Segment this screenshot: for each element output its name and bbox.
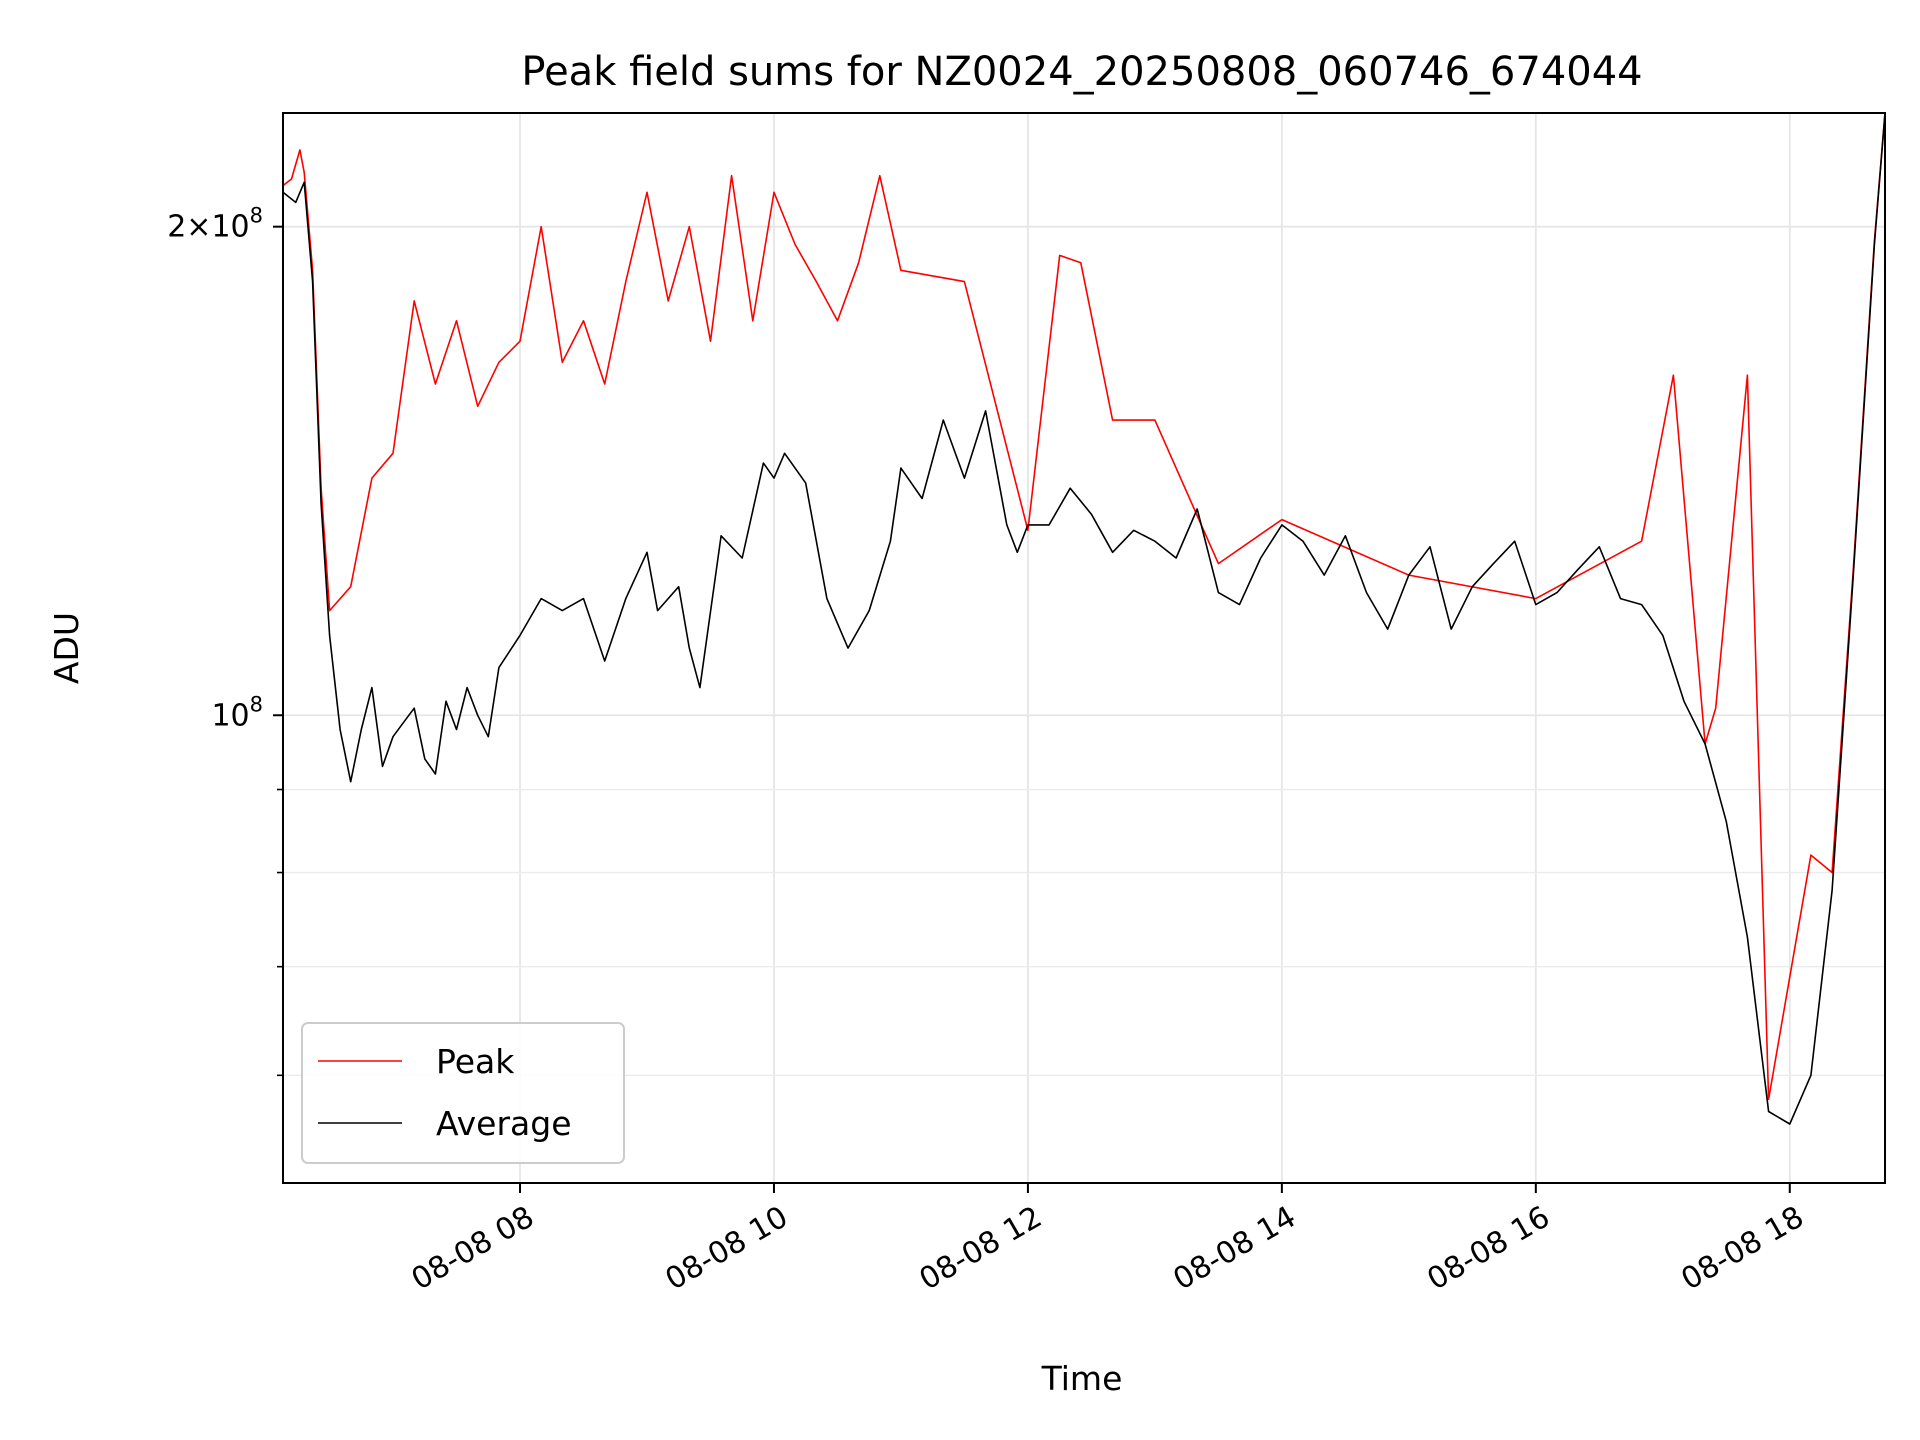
y-axis-ticks: 108 2×108 xyxy=(167,204,283,1077)
series-line-average xyxy=(282,112,1886,1125)
legend-label-average: Average xyxy=(436,1104,572,1143)
legend-label-peak: Peak xyxy=(436,1042,515,1081)
y-tick-label: 108 xyxy=(211,692,263,733)
x-axis-label: Time xyxy=(1041,1359,1123,1398)
grid-lines xyxy=(283,113,1885,1183)
series-line-peak xyxy=(282,112,1886,1100)
chart-title: Peak field sums for NZ0024_20250808_0607… xyxy=(521,49,1642,95)
plot-series xyxy=(282,112,1886,1125)
legend-box xyxy=(301,1022,625,1164)
plot-frame xyxy=(282,112,1886,1184)
legend: Peak Average xyxy=(301,1022,625,1164)
y-tick-label: 2×108 xyxy=(167,204,263,245)
y-axis-label: ADU xyxy=(47,612,86,684)
